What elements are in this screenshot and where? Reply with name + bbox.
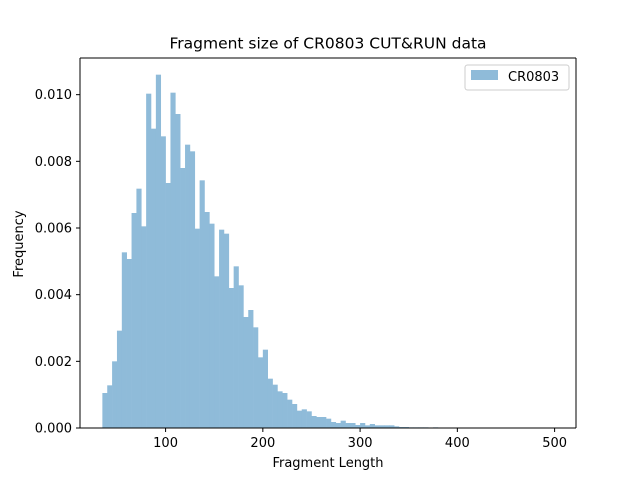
y-tick-label: 0.008 xyxy=(35,155,72,170)
histogram-bar xyxy=(107,385,113,428)
histogram-bar xyxy=(267,378,273,428)
histogram-bar xyxy=(185,144,191,429)
histogram-bar xyxy=(146,93,152,429)
histogram-bar xyxy=(253,327,259,428)
y-tick-label: 0.010 xyxy=(35,88,72,103)
histogram-bar xyxy=(209,223,215,428)
histogram-bar xyxy=(301,409,307,428)
histogram-bar xyxy=(292,404,298,428)
histogram-bar xyxy=(296,410,303,428)
histogram-bar xyxy=(277,391,283,428)
histogram-bar xyxy=(189,151,196,428)
histogram-bar xyxy=(272,384,278,428)
histogram-bar xyxy=(287,399,293,428)
histogram-bar xyxy=(316,417,322,428)
histogram-bar xyxy=(394,426,400,428)
histogram-bar xyxy=(204,212,210,428)
histogram-bar xyxy=(262,349,268,428)
histogram-bar xyxy=(389,425,395,428)
histogram-bar xyxy=(374,425,380,428)
histogram-bar xyxy=(340,420,346,428)
histogram-bar xyxy=(131,213,137,428)
histogram-bar xyxy=(369,424,375,428)
histogram-bar xyxy=(335,423,341,428)
histogram-bar xyxy=(223,233,230,428)
x-tick-label: 400 xyxy=(445,436,470,451)
y-tick-label: 0.002 xyxy=(35,355,72,370)
histogram-bar xyxy=(326,418,332,428)
x-tick-label: 100 xyxy=(153,436,178,451)
x-tick-label: 300 xyxy=(348,436,373,451)
histogram-bars xyxy=(102,74,555,429)
histogram-bar xyxy=(379,425,385,428)
histogram-bar xyxy=(282,393,288,428)
histogram-bar xyxy=(121,252,127,428)
histogram-bar xyxy=(116,330,123,428)
y-axis-label: Frequency xyxy=(12,210,27,277)
histogram-bar xyxy=(233,266,239,428)
histogram-bar xyxy=(214,276,220,428)
histogram-bar xyxy=(194,228,200,428)
histogram-bar xyxy=(345,423,351,428)
histogram-bar xyxy=(355,425,361,428)
x-axis-ticks: 100 200 300 400 500 xyxy=(153,428,567,451)
y-tick-label: 0.004 xyxy=(35,288,72,303)
histogram-bar xyxy=(330,422,337,428)
histogram-bar xyxy=(384,425,390,428)
histogram-bar xyxy=(170,92,176,429)
y-tick-label: 0.006 xyxy=(35,222,72,237)
histogram-bar xyxy=(219,229,225,428)
x-axis-label: Fragment Length xyxy=(272,456,383,471)
histogram-bar xyxy=(243,317,249,428)
legend-swatch xyxy=(471,70,498,80)
histogram-bar xyxy=(126,259,132,428)
histogram-bar xyxy=(311,416,317,428)
y-axis-ticks: 0.000 0.002 0.004 0.006 0.008 0.010 xyxy=(35,88,80,437)
legend: CR0803 xyxy=(464,64,570,91)
histogram-bar xyxy=(257,357,264,428)
x-tick-label: 200 xyxy=(250,436,275,451)
histogram-bar xyxy=(180,168,186,428)
histogram-bar xyxy=(360,423,366,428)
histogram-bar xyxy=(151,128,157,429)
histogram-bar xyxy=(112,361,118,428)
legend-label: CR0803 xyxy=(508,70,559,85)
histogram-bar xyxy=(321,417,327,428)
histogram-bar xyxy=(350,423,356,428)
histogram-bar xyxy=(248,310,254,428)
y-tick-label: 0.000 xyxy=(35,422,72,437)
x-tick-label: 500 xyxy=(542,436,567,451)
histogram-bar xyxy=(364,425,371,428)
histogram-bar xyxy=(136,188,142,428)
axes-frame xyxy=(79,57,577,429)
histogram-bar xyxy=(199,180,205,428)
histogram-bar xyxy=(165,183,171,428)
histogram-bar xyxy=(228,288,234,428)
histogram-bar xyxy=(306,411,312,428)
chart-title: Fragment size of CR0803 CUT&RUN data xyxy=(169,35,486,53)
histogram-bar xyxy=(141,226,147,428)
histogram-bar xyxy=(102,393,108,428)
histogram-bar xyxy=(155,74,162,429)
histogram-bar xyxy=(238,285,244,428)
histogram-bar xyxy=(175,114,181,428)
histogram-bar xyxy=(160,136,166,428)
